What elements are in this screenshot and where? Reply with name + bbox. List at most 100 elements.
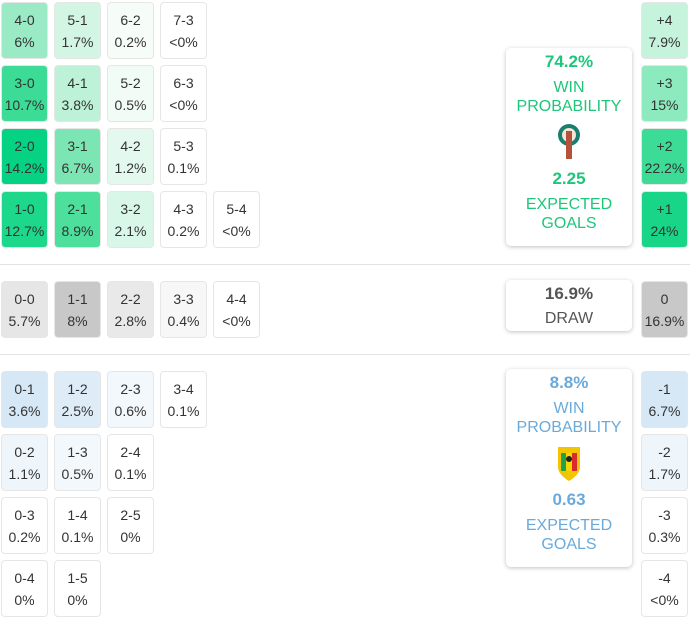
away-win-score-cell: 2-4 0.1%: [107, 434, 154, 491]
away-xg-label: GOALS: [541, 536, 597, 553]
score-probability: 15%: [650, 97, 679, 113]
home-xg: 2.25: [552, 169, 586, 188]
away-win-score-cell: 1-4 0.1%: [54, 497, 101, 554]
score-label: 6-2: [120, 12, 141, 28]
goal-margin-cell: -2 1.7%: [641, 434, 688, 491]
score-probability: 0.2%: [8, 529, 41, 545]
away-win-score-cell: 1-3 0.5%: [54, 434, 101, 491]
goal-margin-cell: +4 7.9%: [641, 2, 688, 59]
score-label: 2-3: [120, 381, 141, 397]
home-win-score-cell: 7-3 <0%: [160, 2, 207, 59]
score-label: +2: [656, 138, 673, 154]
goal-margin-cell: +1 24%: [641, 191, 688, 248]
score-probability: <0%: [222, 223, 251, 239]
away-win-score-cell: 2-3 0.6%: [107, 371, 154, 428]
score-probability: 0.2%: [167, 223, 200, 239]
away-win-label: WIN: [553, 400, 585, 417]
home-win-score-cell: 4-2 1.2%: [107, 128, 154, 185]
home-win-label: WIN: [553, 79, 585, 96]
score-probability: <0%: [222, 313, 251, 329]
home-win-score-cell: 5-2 0.5%: [107, 65, 154, 122]
score-probability: 2.8%: [114, 313, 147, 329]
score-label: 7-3: [173, 12, 194, 28]
score-probability: 2.5%: [61, 403, 94, 419]
away-team-crest-icon: [558, 447, 580, 481]
score-probability: 0.3%: [648, 529, 681, 545]
goal-margin-cell: +3 15%: [641, 65, 688, 122]
score-label: 4-2: [120, 138, 141, 154]
away-win-score-cell: 0-2 1.1%: [1, 434, 48, 491]
home-win-score-cell: 1-0 12.7%: [1, 191, 48, 248]
score-label: 4-3: [173, 201, 194, 217]
score-probability: 0%: [120, 529, 141, 545]
goal-margin-cell: -4 <0%: [641, 560, 688, 617]
away-win-label: PROBABILITY: [516, 419, 622, 436]
away-win-score-cell: 2-5 0%: [107, 497, 154, 554]
away-xg-label: EXPECTED: [525, 517, 613, 534]
score-label: 4-0: [14, 12, 35, 28]
score-probability: 0.5%: [61, 466, 94, 482]
score-label: -4: [658, 570, 671, 586]
score-probability: 10.7%: [4, 97, 45, 113]
score-label: -3: [658, 507, 671, 523]
goal-margin-cell: 0 16.9%: [641, 281, 688, 338]
away-summary-panel: 8.8% WIN PROBABILITY 0.63 EXPECTED GOALS: [506, 369, 632, 567]
score-label: 5-2: [120, 75, 141, 91]
away-xg: 0.63: [552, 490, 586, 509]
score-probability: 6.7%: [648, 403, 681, 419]
score-probability: 24%: [650, 223, 679, 239]
score-probability: 0.1%: [167, 160, 200, 176]
goal-margin-cell: -1 6.7%: [641, 371, 688, 428]
score-probability: 0.6%: [114, 403, 147, 419]
draw-score-cell: 0-0 5.7%: [1, 281, 48, 338]
draw-score-cell: 2-2 2.8%: [107, 281, 154, 338]
away-win-score-cell: 1-5 0%: [54, 560, 101, 617]
score-label: 0-1: [14, 381, 35, 397]
score-probability: 8.9%: [61, 223, 94, 239]
draw-score-cell: 4-4 <0%: [213, 281, 260, 338]
home-xg-label: GOALS: [541, 215, 597, 232]
score-label: 0-3: [14, 507, 35, 523]
score-probability: 22.2%: [644, 160, 685, 176]
home-win-score-cell: 4-1 3.8%: [54, 65, 101, 122]
draw-label: DRAW: [544, 310, 594, 327]
away-win-score-cell: 1-2 2.5%: [54, 371, 101, 428]
draw-pct: 16.9%: [544, 284, 594, 303]
score-probability: <0%: [169, 97, 198, 113]
score-label: 5-4: [226, 201, 247, 217]
score-probability: 0.1%: [114, 466, 147, 482]
score-label: 1-0: [14, 201, 35, 217]
home-win-pct: 74.2%: [544, 52, 594, 71]
score-probability: 14.2%: [4, 160, 45, 176]
score-probability: 2.1%: [114, 223, 147, 239]
score-label: +1: [656, 201, 673, 217]
score-label: 0-4: [14, 570, 35, 586]
score-probability: <0%: [650, 592, 679, 608]
home-win-label: PROBABILITY: [516, 98, 622, 115]
score-label: -2: [658, 444, 671, 460]
score-probability: 7.9%: [648, 34, 681, 50]
score-probability: 3.6%: [8, 403, 41, 419]
score-probability: 1.1%: [8, 466, 41, 482]
home-win-score-cell: 3-0 10.7%: [1, 65, 48, 122]
home-xg-label: EXPECTED: [525, 196, 613, 213]
score-label: 3-2: [120, 201, 141, 217]
draw-summary-panel: 16.9% DRAW: [506, 280, 632, 331]
home-win-score-cell: 6-3 <0%: [160, 65, 207, 122]
away-win-score-cell: 0-4 0%: [1, 560, 48, 617]
away-win-score-cell: 3-4 0.1%: [160, 371, 207, 428]
home-team-crest-icon: [558, 124, 580, 159]
score-probability: 16.9%: [644, 313, 685, 329]
score-probability: 0.5%: [114, 97, 147, 113]
score-probability: 12.7%: [4, 223, 45, 239]
score-label: 4-4: [226, 291, 247, 307]
score-label: 3-3: [173, 291, 194, 307]
draw-score-cell: 3-3 0.4%: [160, 281, 207, 338]
score-probability: 5.7%: [8, 313, 41, 329]
score-probability: 0%: [67, 592, 88, 608]
score-label: +4: [656, 12, 673, 28]
away-win-score-cell: 0-1 3.6%: [1, 371, 48, 428]
score-label: 2-5: [120, 507, 141, 523]
away-win-pct: 8.8%: [549, 373, 589, 392]
score-probability: 1.2%: [114, 160, 147, 176]
